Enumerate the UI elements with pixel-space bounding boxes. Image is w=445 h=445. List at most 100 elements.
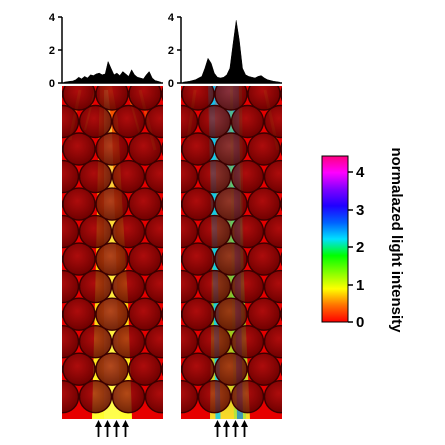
- microsphere: [181, 380, 199, 414]
- colorbar-tick-label: 4: [356, 164, 365, 181]
- microsphere: [78, 380, 113, 414]
- microsphere: [230, 159, 265, 194]
- microsphere: [95, 187, 129, 221]
- microsphere: [111, 214, 146, 249]
- right-intensity-profile: [182, 20, 281, 84]
- microsphere: [111, 269, 146, 304]
- microsphere: [144, 214, 163, 249]
- microsphere: [197, 380, 232, 414]
- microsphere: [62, 86, 96, 111]
- microsphere: [111, 325, 146, 359]
- microsphere: [62, 309, 63, 319]
- left-hist-tick-label: 2: [49, 45, 55, 57]
- microsphere: [214, 242, 248, 276]
- colorbar-tick-label: 2: [356, 239, 364, 256]
- microsphere: [247, 242, 281, 276]
- colorbar-bar: [321, 155, 349, 323]
- incident-arrow: [241, 420, 248, 437]
- microsphere: [214, 187, 248, 221]
- right-hist-tick-label: 4: [168, 12, 175, 24]
- left-sphere-pack: [62, 86, 163, 414]
- microsphere: [78, 269, 113, 304]
- microsphere: [280, 306, 282, 322]
- right-hist-tick-marks: [177, 16, 181, 84]
- microsphere: [62, 214, 80, 249]
- microsphere: [197, 214, 232, 249]
- colorbar-tick-label: 3: [356, 202, 364, 219]
- microsphere: [161, 251, 163, 267]
- microsphere: [128, 132, 162, 166]
- microsphere: [95, 352, 129, 386]
- microsphere: [280, 141, 282, 157]
- microsphere: [181, 187, 215, 221]
- microsphere: [230, 269, 265, 304]
- microsphere: [95, 132, 129, 166]
- microsphere: [161, 86, 163, 102]
- colorbar: 4 3 2 1 0 normalazed light intensity: [321, 147, 405, 333]
- microsphere: [197, 269, 232, 304]
- microsphere: [111, 159, 146, 194]
- microsphere: [247, 187, 281, 221]
- microsphere: [95, 86, 129, 111]
- microsphere: [280, 196, 282, 212]
- left-intensity-profile: [63, 60, 162, 84]
- colorbar-tick-label: 1: [356, 277, 364, 294]
- microsphere: [128, 297, 162, 331]
- microsphere: [247, 132, 281, 166]
- microsphere: [95, 242, 129, 276]
- microsphere: [263, 104, 282, 139]
- microsphere: [263, 159, 282, 194]
- microsphere: [181, 352, 215, 386]
- microsphere: [62, 199, 63, 209]
- microsphere: [62, 89, 63, 99]
- microsphere: [62, 254, 63, 264]
- left-incident-arrows: [95, 420, 129, 437]
- microsphere: [62, 297, 96, 331]
- microsphere: [280, 86, 282, 102]
- microsphere: [95, 297, 129, 331]
- microsphere: [181, 104, 199, 139]
- microsphere: [181, 86, 215, 111]
- microsphere: [181, 132, 215, 166]
- microsphere: [62, 104, 80, 139]
- microsphere: [230, 380, 265, 414]
- microsphere: [230, 104, 265, 139]
- right-incident-arrows: [214, 420, 248, 437]
- microsphere: [214, 132, 248, 166]
- microsphere: [263, 269, 282, 304]
- microsphere: [230, 214, 265, 249]
- microsphere: [78, 325, 113, 359]
- incident-arrow: [113, 420, 120, 437]
- colorbar-ticks: [348, 171, 353, 323]
- left-histogram: 4 2 0: [49, 12, 163, 90]
- microsphere: [247, 352, 281, 386]
- right-sphere-pack: [181, 86, 282, 414]
- incident-arrow: [95, 420, 102, 437]
- microsphere: [62, 352, 96, 386]
- left-hist-tick-label: 0: [49, 78, 55, 90]
- colorbar-tick-label: 0: [356, 314, 364, 331]
- microsphere: [62, 380, 80, 414]
- microsphere: [181, 297, 215, 331]
- microsphere: [128, 242, 162, 276]
- incident-arrow: [122, 420, 129, 437]
- right-field-panel: [181, 86, 282, 419]
- incident-arrow: [223, 420, 230, 437]
- microsphere: [161, 361, 163, 377]
- microsphere: [247, 297, 281, 331]
- microsphere: [78, 214, 113, 249]
- microsphere: [181, 325, 199, 359]
- right-histogram: 4 2 0: [168, 12, 282, 90]
- microsphere: [280, 361, 282, 377]
- microsphere: [62, 364, 63, 374]
- microsphere: [280, 251, 282, 267]
- microsphere: [181, 242, 215, 276]
- microsphere: [62, 242, 96, 276]
- microsphere: [62, 144, 63, 154]
- microsphere: [62, 187, 96, 221]
- microsphere: [62, 269, 80, 304]
- microsphere: [214, 352, 248, 386]
- microsphere: [128, 187, 162, 221]
- incident-arrow: [232, 420, 239, 437]
